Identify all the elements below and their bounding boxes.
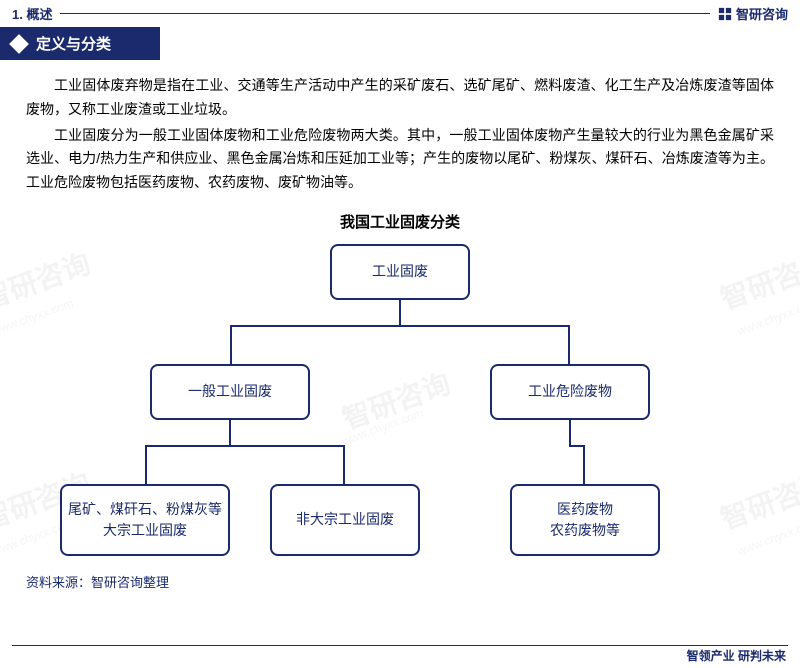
header-divider <box>60 13 710 14</box>
tree-node-medical: 医药废物 农药废物等 <box>510 484 660 556</box>
connector <box>343 445 345 484</box>
paragraph-2: 工业固废分为一般工业固体废物和工业危险废物两大类。其中，一般工业固体废物产生量较… <box>26 124 774 195</box>
tree-node-general: 一般工业固废 <box>150 364 310 420</box>
paragraph-1: 工业固体废弃物是指在工业、交通等生产活动中产生的采矿废石、选矿尾矿、燃料废渣、化… <box>26 74 774 122</box>
title-text: 定义与分类 <box>36 33 111 54</box>
connector <box>145 445 147 484</box>
source-label: 资料来源：智研咨询整理 <box>26 572 800 591</box>
connector <box>583 445 585 484</box>
connector <box>145 445 345 447</box>
connector <box>568 325 570 364</box>
tree-diagram: 工业固废 一般工业固废 工业危险废物 尾矿、煤矸石、粉煤灰等大宗工业固废 非大宗… <box>40 244 760 564</box>
title-bar: 定义与分类 <box>0 27 160 60</box>
diamond-icon <box>9 34 29 54</box>
header-row: 1. 概述 智研咨询 <box>0 0 800 25</box>
footer-divider <box>12 645 788 646</box>
section-number: 1. 概述 <box>12 4 52 23</box>
tree-node-nonbulk: 非大宗工业固废 <box>270 484 420 556</box>
footer-slogan: 智领产业 研判未来 <box>687 647 786 664</box>
connector <box>230 325 232 364</box>
connector <box>569 420 571 445</box>
brand: 智研咨询 <box>718 4 788 23</box>
brand-name: 智研咨询 <box>736 4 788 23</box>
tree-node-bulk: 尾矿、煤矸石、粉煤灰等大宗工业固废 <box>60 484 230 556</box>
connector <box>229 420 231 445</box>
tree-node-hazardous: 工业危险废物 <box>490 364 650 420</box>
connector <box>399 300 401 325</box>
chart-title: 我国工业固废分类 <box>0 211 800 232</box>
connector <box>230 325 570 327</box>
tree-node-root: 工业固废 <box>330 244 470 300</box>
brand-icon <box>718 7 732 21</box>
body-text: 工业固体废弃物是指在工业、交通等生产活动中产生的采矿废石、选矿尾矿、燃料废渣、化… <box>0 60 800 205</box>
